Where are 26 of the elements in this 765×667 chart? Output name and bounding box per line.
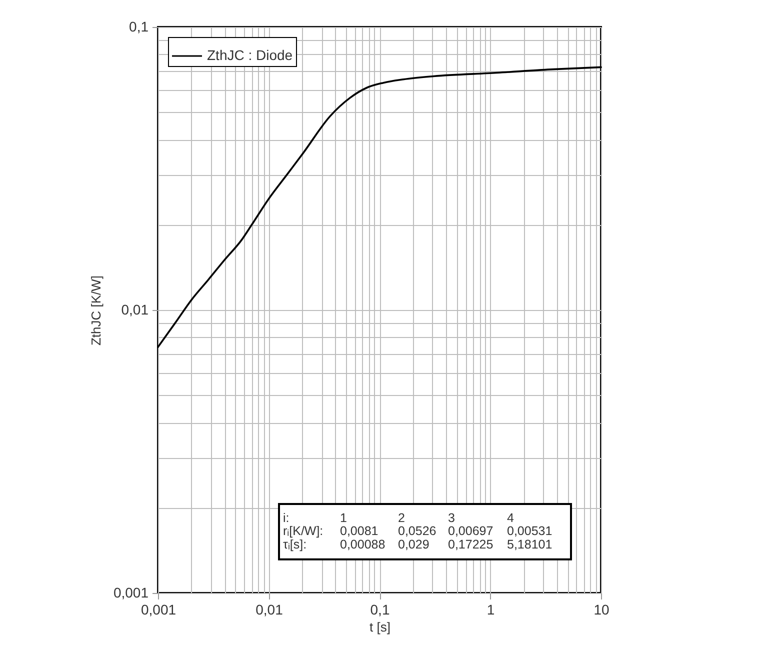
annotation: 0,00697 — [448, 524, 494, 538]
annotation: 5,18101 — [507, 537, 552, 552]
annotation: 0,0081 — [340, 524, 378, 538]
x-axis-title: t [s] — [370, 620, 390, 634]
x-tick-label: 0,001 — [140, 602, 176, 618]
x-tick-label: 1 — [486, 602, 495, 618]
annotation: 0,00088 — [340, 537, 386, 552]
y-tick-label: 0,001 — [113, 584, 149, 600]
legend-label: ZthJC : Diode — [207, 47, 293, 63]
annotation: i: — [283, 511, 290, 525]
x-tick-label: 10 — [594, 602, 610, 618]
y-tick-label: 0,01 — [121, 302, 149, 318]
x-tick-label: 0,1 — [370, 602, 390, 618]
x-tick-label: 0,01 — [256, 602, 284, 618]
annotation: 4 — [507, 511, 514, 525]
annotation: 2 — [398, 511, 405, 525]
annotation: 0,00531 — [507, 524, 552, 538]
annotation: rᵢ[K/W]: — [283, 524, 324, 538]
annotation: 3 — [448, 511, 455, 525]
y-axis-title: ZthJC [K/W] — [88, 275, 104, 346]
y-tick-label: 0,1 — [129, 18, 149, 34]
annotation: τᵢ[s]: — [283, 537, 307, 552]
annotation: 0,17225 — [448, 537, 494, 552]
annotation: 0,029 — [398, 537, 430, 552]
annotation: 0,0526 — [398, 524, 436, 538]
annotation: 1 — [340, 511, 347, 525]
